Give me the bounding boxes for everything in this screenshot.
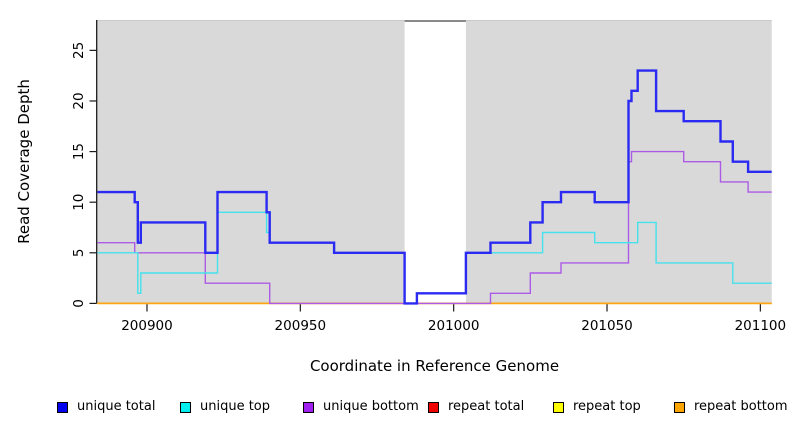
y-tick-label: 15: [71, 143, 87, 160]
x-tick-label: 200900: [121, 318, 173, 334]
panel-background-left: [97, 20, 405, 304]
y-tick-label: 5: [71, 248, 87, 257]
panel-background-right: [465, 20, 772, 304]
y-axis-title: Read Coverage Depth: [15, 79, 33, 244]
y-tick-label: 10: [71, 194, 87, 211]
x-tick-label: 201050: [581, 318, 633, 334]
x-tick-label: 201100: [735, 318, 787, 334]
y-tick-label: 20: [71, 92, 87, 109]
axes: 0 5 10 15 20 25 200900 200950 201000 201050 201100: [71, 20, 786, 334]
y-tick-label: 0: [71, 299, 87, 308]
data-series: [97, 69, 772, 305]
plot-panel: [97, 20, 772, 304]
series-unique-bottom: [97, 150, 772, 305]
x-axis-title: Coordinate in Reference Genome: [310, 357, 559, 375]
x-tick-label: 200950: [275, 318, 327, 334]
y-tick-label: 25: [71, 42, 87, 59]
series-unique-total: [97, 69, 772, 305]
x-tick-label: 201000: [428, 318, 480, 334]
